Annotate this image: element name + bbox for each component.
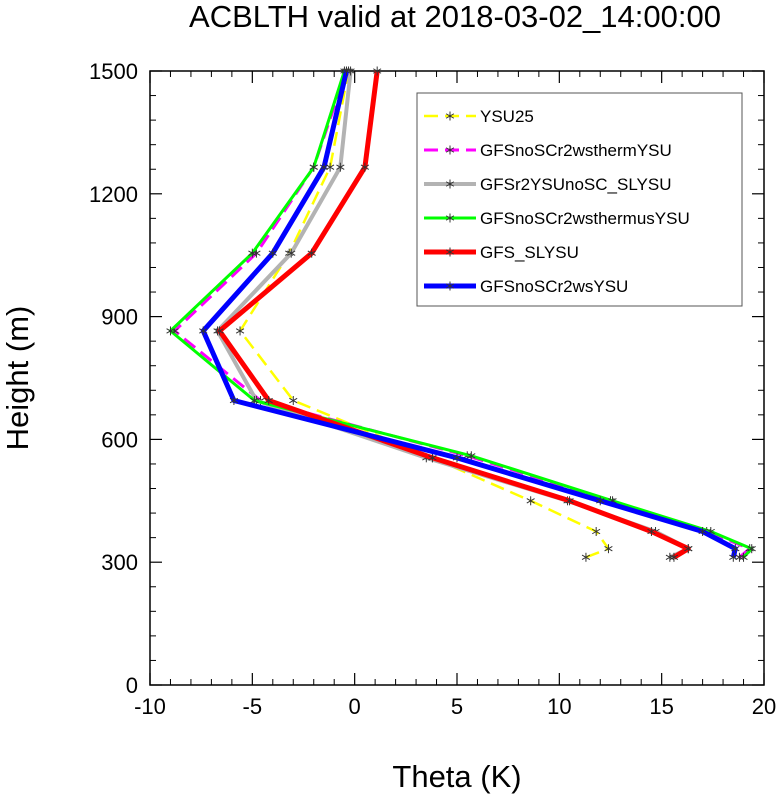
x-tick-label: 5 <box>451 694 463 719</box>
data-point-marker <box>731 544 740 554</box>
data-point-marker <box>264 396 273 406</box>
data-point-marker <box>467 451 476 461</box>
x-tick-label: 0 <box>349 694 361 719</box>
series-line <box>169 70 754 559</box>
y-tick-label: 600 <box>101 427 138 452</box>
data-point-marker <box>360 162 370 172</box>
legend-label: YSU25 <box>480 107 534 126</box>
y-axis-label: Height (m) <box>0 306 35 451</box>
data-point-marker <box>684 544 693 554</box>
data-point-marker <box>215 326 224 336</box>
data-point-marker <box>289 396 298 406</box>
legend-marker <box>445 281 455 291</box>
data-point-marker <box>428 453 437 463</box>
data-point-marker <box>235 326 245 336</box>
series-layer <box>166 66 756 562</box>
data-point-marker <box>342 66 351 76</box>
x-axis-label: Theta (K) <box>392 759 521 794</box>
legend-label: GFSnoSCr2wsthermusYSU <box>480 209 690 228</box>
y-tick-label: 1500 <box>89 59 138 84</box>
data-point-marker <box>565 496 574 506</box>
y-tick-label: 900 <box>101 305 138 330</box>
data-point-marker <box>596 496 605 506</box>
legend-box <box>416 92 743 307</box>
y-tick-label: 0 <box>126 673 138 698</box>
data-point-marker <box>287 248 296 258</box>
data-point-marker <box>166 326 175 336</box>
legend-marker <box>445 145 455 155</box>
y-tick-labels: 0 300 600 900 1200 1500 <box>89 59 138 698</box>
data-point-marker <box>199 326 208 336</box>
legend-label: GFSr2YSUnoSC_SLYSU <box>480 175 671 194</box>
legend-marker <box>445 179 455 189</box>
y-tick-label: 1200 <box>89 182 138 207</box>
data-point-marker <box>336 162 345 172</box>
data-point-marker <box>526 496 535 506</box>
x-tick-labels: -10 -5 0 5 10 15 20 <box>134 694 776 719</box>
data-point-marker <box>592 527 601 536</box>
data-point-marker <box>309 162 318 172</box>
x-tick-label: -5 <box>243 694 263 719</box>
data-point-marker <box>307 248 316 258</box>
data-point-marker <box>739 552 748 562</box>
legend-label: GFS_SLYSU <box>480 243 579 262</box>
data-point-marker <box>325 162 335 172</box>
data-point-marker <box>604 544 613 554</box>
data-point-marker <box>647 527 656 536</box>
y-tick-label: 300 <box>101 550 138 575</box>
legend-marker <box>445 111 455 121</box>
legend-marker <box>445 247 455 257</box>
data-point-marker <box>268 248 277 258</box>
data-point-marker <box>229 396 239 406</box>
data-point-marker <box>729 552 738 562</box>
series-line <box>200 70 738 558</box>
series-line <box>173 70 752 559</box>
x-tick-label: -10 <box>134 694 166 719</box>
data-point-marker <box>665 552 675 562</box>
data-point-marker <box>373 66 382 76</box>
data-point-marker <box>452 453 462 463</box>
legend-label: GFSnoSCr2wsYSU <box>480 277 628 296</box>
legend-items: YSU25 GFSnoSCr2wsthermYSU GFSr2YSUnoSC_SLY… <box>424 107 690 296</box>
x-tick-label: 10 <box>547 694 571 719</box>
legend-label: GFSnoSCr2wsthermYSU <box>480 141 672 160</box>
x-tick-label: 15 <box>649 694 673 719</box>
legend: YSU25 GFSnoSCr2wsthermYSU GFSr2YSUnoSC_SLY… <box>416 92 743 307</box>
data-point-marker <box>669 552 679 562</box>
chart-title: ACBLTH valid at 2018-03-02_14:00:00 <box>189 0 721 34</box>
axis-ticks <box>149 70 765 686</box>
data-point-marker <box>248 248 257 258</box>
data-point-marker <box>698 527 707 536</box>
legend-marker <box>445 213 455 223</box>
data-point-marker <box>747 544 756 554</box>
data-point-marker <box>581 552 591 562</box>
x-tick-label: 20 <box>752 694 776 719</box>
data-point-marker <box>319 162 329 172</box>
